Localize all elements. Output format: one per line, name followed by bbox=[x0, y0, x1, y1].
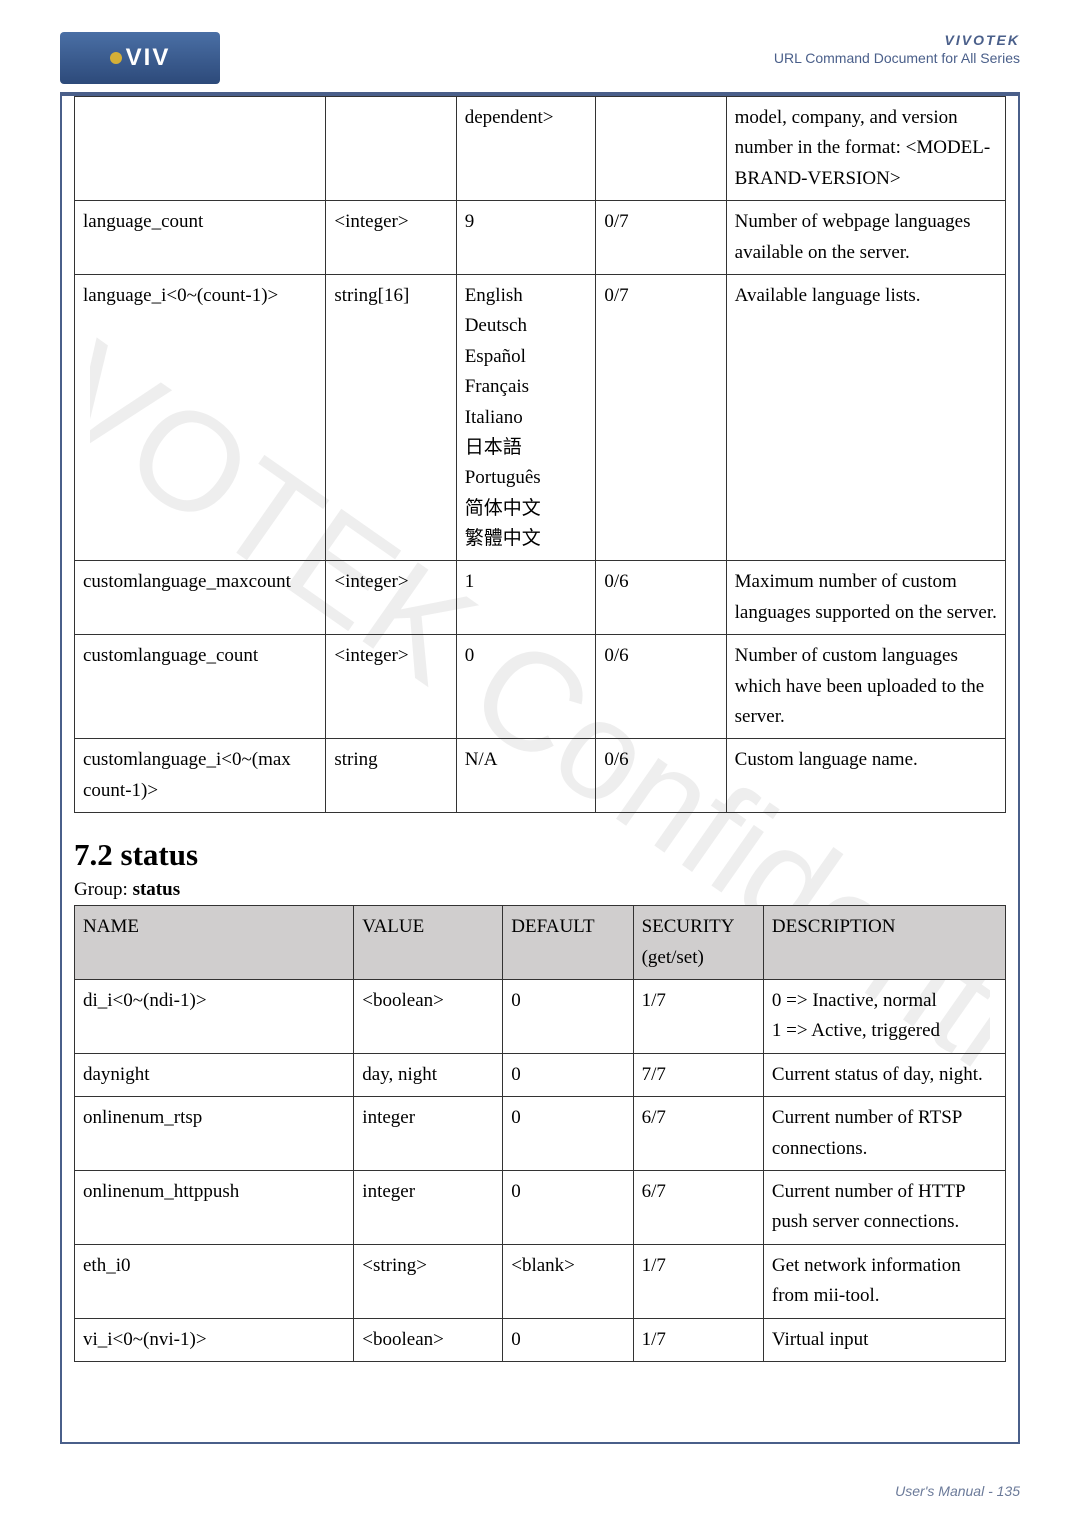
cell: 1/7 bbox=[633, 1244, 763, 1318]
cell: 0 bbox=[503, 1170, 633, 1244]
cell: 0 bbox=[503, 979, 633, 1053]
cell: 0 => Inactive, normal 1 => Active, trigg… bbox=[763, 979, 1005, 1053]
table-row: dependent> model, company, and version nu… bbox=[75, 97, 1006, 201]
cell: N/A bbox=[456, 739, 596, 813]
cell: Available language lists. bbox=[726, 274, 1005, 561]
table-row: vi_i<0~(nvi-1)><boolean>01/7Virtual inpu… bbox=[75, 1318, 1006, 1361]
cell: string[16] bbox=[326, 274, 456, 561]
cell: <boolean> bbox=[354, 1318, 503, 1361]
cell: Number of webpage languages available on… bbox=[726, 201, 1005, 275]
cell: 0 bbox=[503, 1053, 633, 1096]
cell: language_count bbox=[75, 201, 326, 275]
th-name: NAME bbox=[75, 906, 354, 980]
cell: integer bbox=[354, 1170, 503, 1244]
table-row: language_i<0~(count-1)>string[16]English… bbox=[75, 274, 1006, 561]
cell: 6/7 bbox=[633, 1170, 763, 1244]
cell: 6/7 bbox=[633, 1097, 763, 1171]
cell: 0/6 bbox=[596, 635, 726, 739]
cell: 9 bbox=[456, 201, 596, 275]
footer-text: User's Manual - 135 bbox=[895, 1483, 1020, 1499]
cell: English Deutsch Español Français Italian… bbox=[456, 274, 596, 561]
table-row: eth_i0<string><blank>1/7Get network info… bbox=[75, 1244, 1006, 1318]
cell: customlanguage_maxcount bbox=[75, 561, 326, 635]
logo: VIV bbox=[60, 32, 220, 84]
table-row: language_count<integer>90/7Number of web… bbox=[75, 201, 1006, 275]
cell: string bbox=[326, 739, 456, 813]
th-default: DEFAULT bbox=[503, 906, 633, 980]
cell: 0/7 bbox=[596, 201, 726, 275]
cell: Current status of day, night. bbox=[763, 1053, 1005, 1096]
cell: onlinenum_httppush bbox=[75, 1170, 354, 1244]
cell: daynight bbox=[75, 1053, 354, 1096]
cell: model, company, and version number in th… bbox=[726, 97, 1005, 201]
cell: onlinenum_rtsp bbox=[75, 1097, 354, 1171]
cell: <string> bbox=[354, 1244, 503, 1318]
cell: 1/7 bbox=[633, 1318, 763, 1361]
cell: 1 bbox=[456, 561, 596, 635]
th-security: SECURITY (get/set) bbox=[633, 906, 763, 980]
cell: <boolean> bbox=[354, 979, 503, 1053]
cell bbox=[75, 97, 326, 201]
table-row: customlanguage_maxcount<integer>10/6Maxi… bbox=[75, 561, 1006, 635]
cell: Current number of RTSP connections. bbox=[763, 1097, 1005, 1171]
table-row: customlanguage_count<integer>00/6Number … bbox=[75, 635, 1006, 739]
cell: language_i<0~(count-1)> bbox=[75, 274, 326, 561]
table-2: NAME VALUE DEFAULT SECURITY (get/set) DE… bbox=[74, 905, 1006, 1362]
cell: Virtual input bbox=[763, 1318, 1005, 1361]
cell: <integer> bbox=[326, 201, 456, 275]
doc-subtitle: URL Command Document for All Series bbox=[774, 50, 1020, 66]
cell: dependent> bbox=[456, 97, 596, 201]
cell: 7/7 bbox=[633, 1053, 763, 1096]
table-row: di_i<0~(ndi-1)><boolean>01/70 => Inactiv… bbox=[75, 979, 1006, 1053]
table-row: onlinenum_rtspinteger06/7Current number … bbox=[75, 1097, 1006, 1171]
cell: customlanguage_count bbox=[75, 635, 326, 739]
th-value: VALUE bbox=[354, 906, 503, 980]
cell: vi_i<0~(nvi-1)> bbox=[75, 1318, 354, 1361]
table-row: daynightday, night07/7Current status of … bbox=[75, 1053, 1006, 1096]
cell bbox=[326, 97, 456, 201]
logo-text: VIV bbox=[126, 44, 171, 72]
cell: 0/6 bbox=[596, 739, 726, 813]
brand-text: VIVOTEK bbox=[774, 32, 1020, 48]
cell: Custom language name. bbox=[726, 739, 1005, 813]
cell: 0/7 bbox=[596, 274, 726, 561]
table-row: onlinenum_httppushinteger06/7Current num… bbox=[75, 1170, 1006, 1244]
cell: 0 bbox=[503, 1318, 633, 1361]
cell: 0 bbox=[503, 1097, 633, 1171]
cell: day, night bbox=[354, 1053, 503, 1096]
cell: 0/6 bbox=[596, 561, 726, 635]
cell: <integer> bbox=[326, 561, 456, 635]
cell: Current number of HTTP push server conne… bbox=[763, 1170, 1005, 1244]
cell: <blank> bbox=[503, 1244, 633, 1318]
section-heading: 7.2 status bbox=[74, 837, 1006, 873]
table-row: customlanguage_i<0~(max count-1)>stringN… bbox=[75, 739, 1006, 813]
cell: 0 bbox=[456, 635, 596, 739]
cell: Maximum number of custom languages suppo… bbox=[726, 561, 1005, 635]
group-label: Group: status bbox=[74, 879, 1006, 901]
cell bbox=[596, 97, 726, 201]
cell: integer bbox=[354, 1097, 503, 1171]
cell: <integer> bbox=[326, 635, 456, 739]
cell: Number of custom languages which have be… bbox=[726, 635, 1005, 739]
cell: Get network information from mii-tool. bbox=[763, 1244, 1005, 1318]
cell: eth_i0 bbox=[75, 1244, 354, 1318]
cell: customlanguage_i<0~(max count-1)> bbox=[75, 739, 326, 813]
cell: di_i<0~(ndi-1)> bbox=[75, 979, 354, 1053]
cell: 1/7 bbox=[633, 979, 763, 1053]
th-desc: DESCRIPTION bbox=[763, 906, 1005, 980]
table-1: dependent> model, company, and version nu… bbox=[74, 96, 1006, 813]
